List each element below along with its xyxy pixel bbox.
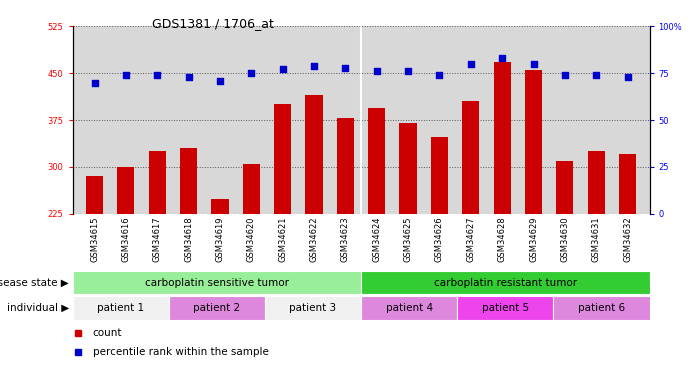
Bar: [243, 164, 260, 354]
Bar: [525, 70, 542, 354]
Point: [559, 72, 570, 78]
Point: [403, 68, 414, 74]
Bar: [337, 118, 354, 354]
Text: GSM34618: GSM34618: [184, 216, 193, 262]
Bar: [305, 95, 323, 354]
Text: patient 6: patient 6: [578, 303, 625, 313]
Text: GSM34625: GSM34625: [404, 216, 413, 262]
Point: [497, 55, 508, 61]
Bar: [73, 271, 361, 294]
Bar: [86, 176, 103, 354]
Bar: [274, 104, 292, 354]
Point: [277, 66, 288, 72]
Text: GSM34632: GSM34632: [623, 216, 632, 262]
Point: [371, 68, 382, 74]
Text: patient 3: patient 3: [290, 303, 337, 313]
Point: [214, 78, 225, 84]
Bar: [169, 296, 265, 320]
Bar: [149, 151, 166, 354]
Point: [120, 72, 131, 78]
Text: GSM34619: GSM34619: [216, 216, 225, 262]
Point: [434, 72, 445, 78]
Bar: [457, 296, 553, 320]
Bar: [211, 200, 229, 354]
Point: [591, 72, 602, 78]
Text: carboplatin resistant tumor: carboplatin resistant tumor: [434, 278, 577, 288]
Bar: [117, 167, 135, 354]
Text: patient 1: patient 1: [97, 303, 144, 313]
Text: carboplatin sensitive tumor: carboplatin sensitive tumor: [145, 278, 289, 288]
Bar: [619, 154, 636, 354]
Text: percentile rank within the sample: percentile rank within the sample: [93, 347, 269, 357]
Text: patient 5: patient 5: [482, 303, 529, 313]
Bar: [361, 271, 650, 294]
Point: [183, 74, 194, 80]
Point: [152, 72, 163, 78]
Text: GSM34623: GSM34623: [341, 216, 350, 262]
Bar: [556, 160, 574, 354]
Text: patient 2: patient 2: [193, 303, 240, 313]
Text: GSM34626: GSM34626: [435, 216, 444, 262]
Bar: [368, 108, 386, 354]
Point: [528, 61, 539, 67]
Text: GSM34627: GSM34627: [466, 216, 475, 262]
Point: [89, 80, 100, 86]
Point: [622, 74, 633, 80]
Text: GSM34615: GSM34615: [90, 216, 99, 262]
Bar: [361, 296, 457, 320]
Bar: [265, 296, 361, 320]
Bar: [553, 296, 650, 320]
Bar: [430, 137, 448, 354]
Text: GSM34630: GSM34630: [560, 216, 569, 262]
Text: GSM34631: GSM34631: [591, 216, 600, 262]
Bar: [587, 151, 605, 354]
Text: GSM34622: GSM34622: [310, 216, 319, 262]
Bar: [493, 62, 511, 354]
Point: [340, 64, 351, 70]
Text: GDS1381 / 1706_at: GDS1381 / 1706_at: [152, 17, 274, 30]
Text: GSM34628: GSM34628: [498, 216, 507, 262]
Bar: [73, 296, 169, 320]
Text: GSM34620: GSM34620: [247, 216, 256, 262]
Point: [465, 61, 476, 67]
Text: individual ▶: individual ▶: [7, 303, 69, 313]
Text: GSM34624: GSM34624: [372, 216, 381, 262]
Text: disease state ▶: disease state ▶: [0, 278, 69, 288]
Bar: [180, 148, 197, 354]
Text: GSM34629: GSM34629: [529, 216, 538, 262]
Text: patient 4: patient 4: [386, 303, 433, 313]
Text: GSM34621: GSM34621: [278, 216, 287, 262]
Point: [246, 70, 257, 76]
Point: [308, 63, 319, 69]
Bar: [462, 101, 480, 354]
Text: count: count: [93, 328, 122, 338]
Text: GSM34616: GSM34616: [122, 216, 131, 262]
Bar: [399, 123, 417, 354]
Text: GSM34617: GSM34617: [153, 216, 162, 262]
